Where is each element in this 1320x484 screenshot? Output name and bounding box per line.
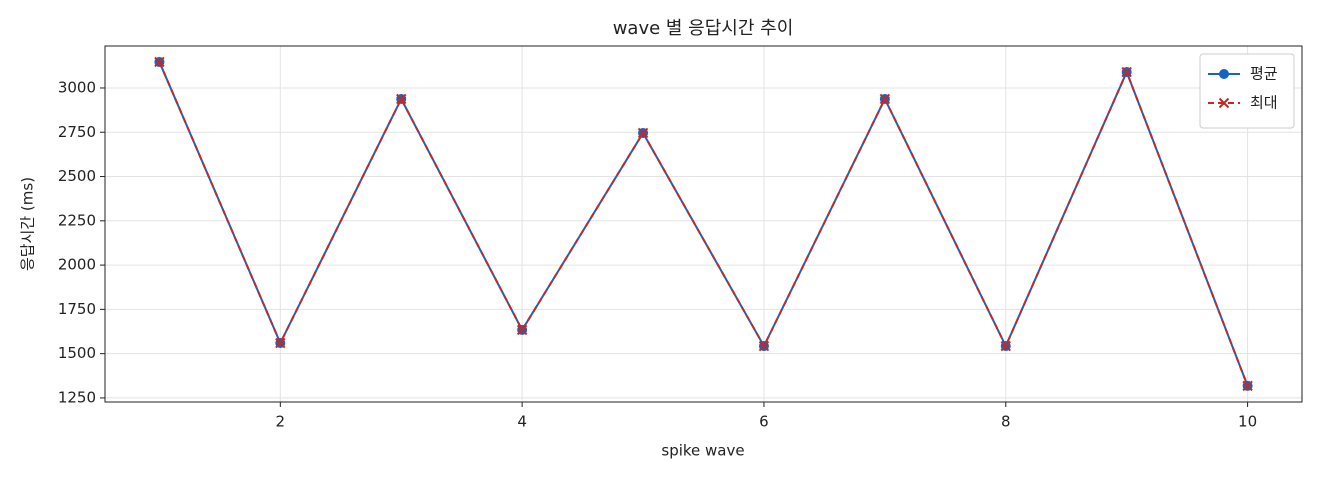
- y-tick-label: 1500: [58, 344, 96, 362]
- y-tick-label: 2500: [58, 167, 96, 185]
- x-tick-label: 2: [276, 413, 286, 431]
- x-axis-label: spike wave: [661, 442, 744, 460]
- point: [1242, 380, 1253, 392]
- legend-label: 최대: [1250, 94, 1278, 112]
- x-tick-label: 10: [1238, 413, 1257, 431]
- point: [879, 93, 891, 105]
- legend-marker: [1219, 69, 1229, 79]
- point: [154, 56, 165, 68]
- x-tick-label: 4: [517, 413, 527, 431]
- point: [275, 337, 286, 349]
- x-tick-label: 6: [759, 413, 769, 431]
- legend-marker: [1218, 97, 1230, 109]
- y-tick-label: 3000: [58, 78, 96, 96]
- point: [516, 324, 528, 336]
- y-tick-label: 2250: [58, 211, 96, 229]
- point: [637, 127, 649, 139]
- plot-frame: [104, 45, 1303, 403]
- chart-title: wave 별 응답시간 추이: [613, 18, 794, 39]
- y-tick-label: 2750: [58, 123, 96, 141]
- series-line: [158, 61, 1249, 387]
- y-tick-label: 1250: [58, 388, 96, 406]
- legend-label: 평균: [1250, 65, 1278, 83]
- point: [396, 93, 407, 105]
- y-tick-label: 2000: [58, 256, 96, 274]
- y-tick-label: 1750: [58, 300, 96, 318]
- y-axis-label: 응답시간 (ms): [19, 177, 37, 271]
- legend-box: [1199, 53, 1295, 129]
- series-line: [158, 61, 1249, 387]
- point: [1121, 66, 1132, 78]
- point: [1000, 340, 1011, 352]
- point: [758, 340, 770, 352]
- x-tick-label: 8: [1001, 413, 1011, 431]
